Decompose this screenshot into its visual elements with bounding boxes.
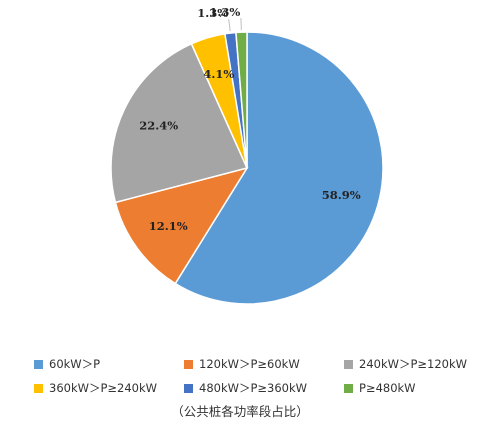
- pie-slice-60kw: [174, 31, 384, 305]
- legend-swatch: [184, 359, 193, 369]
- legend-label: 360kW＞P≥240kW: [49, 381, 158, 395]
- slice-label-120kw: 12.1%: [149, 219, 188, 233]
- pie-chart: 58.9% 12.1% 22.4% 4.1% 1.3%1.3%: [110, 5, 384, 305]
- legend-row: 60kW＞P 120kW＞P≥60kW 240kW＞P≥120kW: [34, 352, 474, 376]
- pie-slice-120kw: [114, 166, 249, 285]
- legend-label: P≥480kW: [359, 381, 416, 395]
- legend: 60kW＞P 120kW＞P≥60kW 240kW＞P≥120kW 360kW＞…: [34, 352, 474, 400]
- legend-item-240kw: 240kW＞P≥120kW: [344, 356, 474, 372]
- slice-label-480kw: 1.3%: [197, 6, 228, 20]
- legend-swatch: [344, 359, 353, 369]
- legend-item-480kw: 480kW＞P≥360kW: [184, 380, 344, 396]
- pie-slice-240kw: [110, 42, 249, 204]
- legend-item-120kw: 120kW＞P≥60kW: [184, 356, 344, 372]
- legend-item-above-480kw: P≥480kW: [344, 381, 474, 395]
- legend-swatch: [34, 359, 43, 369]
- legend-label: 120kW＞P≥60kW: [199, 357, 300, 371]
- legend-swatch: [184, 383, 193, 393]
- pie-slice-above-480kw: [235, 31, 248, 169]
- legend-swatch: [344, 383, 353, 393]
- slice-label-360kw: 4.1%: [203, 67, 234, 81]
- legend-label: 480kW＞P≥360kW: [199, 381, 308, 395]
- chart-caption: （公共桩各功率段占比）: [171, 404, 309, 419]
- slice-label-60kw: 58.9%: [322, 188, 361, 202]
- legend-swatch: [34, 383, 43, 393]
- legend-row: 360kW＞P≥240kW 480kW＞P≥360kW P≥480kW: [34, 376, 474, 400]
- slice-label-240kw: 22.4%: [139, 119, 178, 133]
- legend-label: 240kW＞P≥120kW: [359, 357, 468, 371]
- slice-label-above-480kw: 1.3%: [209, 5, 240, 19]
- legend-item-60kw: 60kW＞P: [34, 356, 184, 372]
- leader-line: [228, 19, 231, 32]
- legend-item-360kw: 360kW＞P≥240kW: [34, 380, 184, 396]
- legend-label: 60kW＞P: [49, 357, 101, 371]
